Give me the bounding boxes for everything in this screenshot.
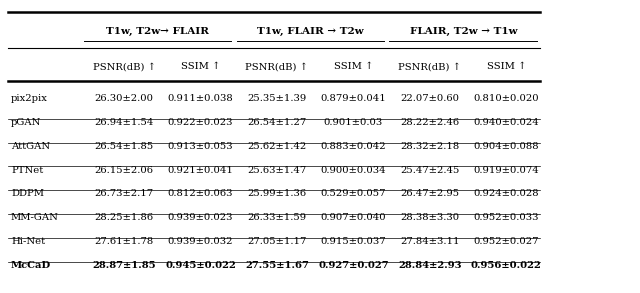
- Text: 25.47±2.45: 25.47±2.45: [400, 166, 460, 175]
- Text: 0.939±0.032: 0.939±0.032: [168, 237, 233, 246]
- Text: 26.54±1.27: 26.54±1.27: [248, 118, 307, 127]
- Text: PSNR(dB) ↑: PSNR(dB) ↑: [246, 62, 308, 71]
- Text: 28.87±1.85: 28.87±1.85: [92, 261, 156, 270]
- Text: 27.55±1.67: 27.55±1.67: [245, 261, 309, 270]
- Text: SSIM ↑: SSIM ↑: [181, 62, 220, 71]
- Text: 26.47±2.95: 26.47±2.95: [401, 189, 460, 198]
- Text: 0.879±0.041: 0.879±0.041: [321, 94, 387, 103]
- Text: 25.62±1.42: 25.62±1.42: [248, 142, 307, 151]
- Text: 26.54±1.85: 26.54±1.85: [95, 142, 154, 151]
- Text: 0.922±0.023: 0.922±0.023: [168, 118, 233, 127]
- Text: 0.913±0.053: 0.913±0.053: [168, 142, 234, 151]
- Text: 22.07±0.60: 22.07±0.60: [401, 94, 460, 103]
- Text: T1w, T2w→ FLAIR: T1w, T2w→ FLAIR: [106, 27, 209, 36]
- Text: 27.84±3.11: 27.84±3.11: [400, 237, 460, 246]
- Text: 25.63±1.47: 25.63±1.47: [248, 166, 307, 175]
- Text: 0.907±0.040: 0.907±0.040: [321, 213, 387, 222]
- Text: 0.952±0.033: 0.952±0.033: [474, 213, 539, 222]
- Text: 28.25±1.86: 28.25±1.86: [95, 213, 154, 222]
- Text: 0.915±0.037: 0.915±0.037: [321, 237, 387, 246]
- Text: 0.952±0.027: 0.952±0.027: [474, 237, 539, 246]
- Text: 0.927±0.027: 0.927±0.027: [318, 261, 388, 270]
- Text: 0.529±0.057: 0.529±0.057: [321, 189, 386, 198]
- Text: 25.35±1.39: 25.35±1.39: [248, 94, 307, 103]
- Text: PSNR(dB) ↑: PSNR(dB) ↑: [93, 62, 156, 71]
- Text: 0.810±0.020: 0.810±0.020: [474, 94, 540, 103]
- Text: pix2pix: pix2pix: [11, 94, 48, 103]
- Text: FLAIR, T2w → T1w: FLAIR, T2w → T1w: [410, 27, 517, 36]
- Text: 26.15±2.06: 26.15±2.06: [95, 166, 154, 175]
- Text: 0.940±0.024: 0.940±0.024: [474, 118, 540, 127]
- Text: 28.84±2.93: 28.84±2.93: [398, 261, 461, 270]
- Text: 28.38±3.30: 28.38±3.30: [401, 213, 460, 222]
- Text: T1w, FLAIR → T2w: T1w, FLAIR → T2w: [257, 27, 364, 36]
- Text: 0.812±0.063: 0.812±0.063: [168, 189, 233, 198]
- Text: DDPM: DDPM: [11, 189, 44, 198]
- Text: SSIM ↑: SSIM ↑: [334, 62, 373, 71]
- Text: 28.22±2.46: 28.22±2.46: [401, 118, 460, 127]
- Text: 26.33±1.59: 26.33±1.59: [248, 213, 307, 222]
- Text: 0.924±0.028: 0.924±0.028: [474, 189, 540, 198]
- Text: 27.61±1.78: 27.61±1.78: [95, 237, 154, 246]
- Text: 25.99±1.36: 25.99±1.36: [248, 189, 307, 198]
- Text: 26.94±1.54: 26.94±1.54: [94, 118, 154, 127]
- Text: 0.883±0.042: 0.883±0.042: [321, 142, 387, 151]
- Text: 0.921±0.041: 0.921±0.041: [168, 166, 234, 175]
- Text: 0.904±0.088: 0.904±0.088: [474, 142, 540, 151]
- Text: pGAN: pGAN: [11, 118, 42, 127]
- Text: Hi-Net: Hi-Net: [11, 237, 45, 246]
- Text: 28.32±2.18: 28.32±2.18: [400, 142, 460, 151]
- Text: McCaD: McCaD: [11, 261, 51, 270]
- Text: MM-GAN: MM-GAN: [11, 213, 59, 222]
- Text: 0.911±0.038: 0.911±0.038: [168, 94, 234, 103]
- Text: 0.939±0.023: 0.939±0.023: [168, 213, 233, 222]
- Text: 0.919±0.074: 0.919±0.074: [474, 166, 540, 175]
- Text: 26.73±2.17: 26.73±2.17: [95, 189, 154, 198]
- Text: 0.956±0.022: 0.956±0.022: [471, 261, 542, 270]
- Text: SSIM ↑: SSIM ↑: [486, 62, 526, 71]
- Text: 27.05±1.17: 27.05±1.17: [247, 237, 307, 246]
- Text: PTNet: PTNet: [11, 166, 43, 175]
- Text: PSNR(dB) ↑: PSNR(dB) ↑: [399, 62, 461, 71]
- Text: AttGAN: AttGAN: [11, 142, 50, 151]
- Text: 0.900±0.034: 0.900±0.034: [321, 166, 387, 175]
- Text: 26.30±2.00: 26.30±2.00: [95, 94, 154, 103]
- Text: 0.945±0.022: 0.945±0.022: [165, 261, 236, 270]
- Text: 0.901±0.03: 0.901±0.03: [324, 118, 383, 127]
